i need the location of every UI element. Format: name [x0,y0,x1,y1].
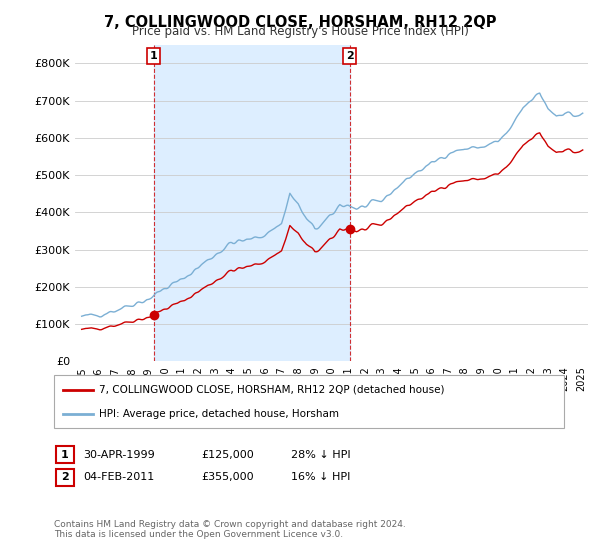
Bar [154,45,350,361]
Text: £355,000: £355,000 [201,472,254,482]
Text: £125,000: £125,000 [201,450,254,460]
Text: HPI: Average price, detached house, Horsham: HPI: Average price, detached house, Hors… [99,409,339,419]
Text: 1: 1 [150,51,158,61]
Text: Contains HM Land Registry data © Crown copyright and database right 2024.
This d: Contains HM Land Registry data © Crown c… [54,520,406,539]
Text: 30-APR-1999: 30-APR-1999 [83,450,155,460]
Text: 28% ↓ HPI: 28% ↓ HPI [291,450,350,460]
Text: 1: 1 [61,450,68,460]
Text: 04-FEB-2011: 04-FEB-2011 [83,472,154,482]
Text: 7, COLLINGWOOD CLOSE, HORSHAM, RH12 2QP: 7, COLLINGWOOD CLOSE, HORSHAM, RH12 2QP [104,15,496,30]
Text: 2: 2 [346,51,353,61]
Text: Price paid vs. HM Land Registry's House Price Index (HPI): Price paid vs. HM Land Registry's House … [131,25,469,38]
Text: 16% ↓ HPI: 16% ↓ HPI [291,472,350,482]
Text: 2: 2 [61,472,68,482]
Text: 7, COLLINGWOOD CLOSE, HORSHAM, RH12 2QP (detached house): 7, COLLINGWOOD CLOSE, HORSHAM, RH12 2QP … [99,385,445,395]
